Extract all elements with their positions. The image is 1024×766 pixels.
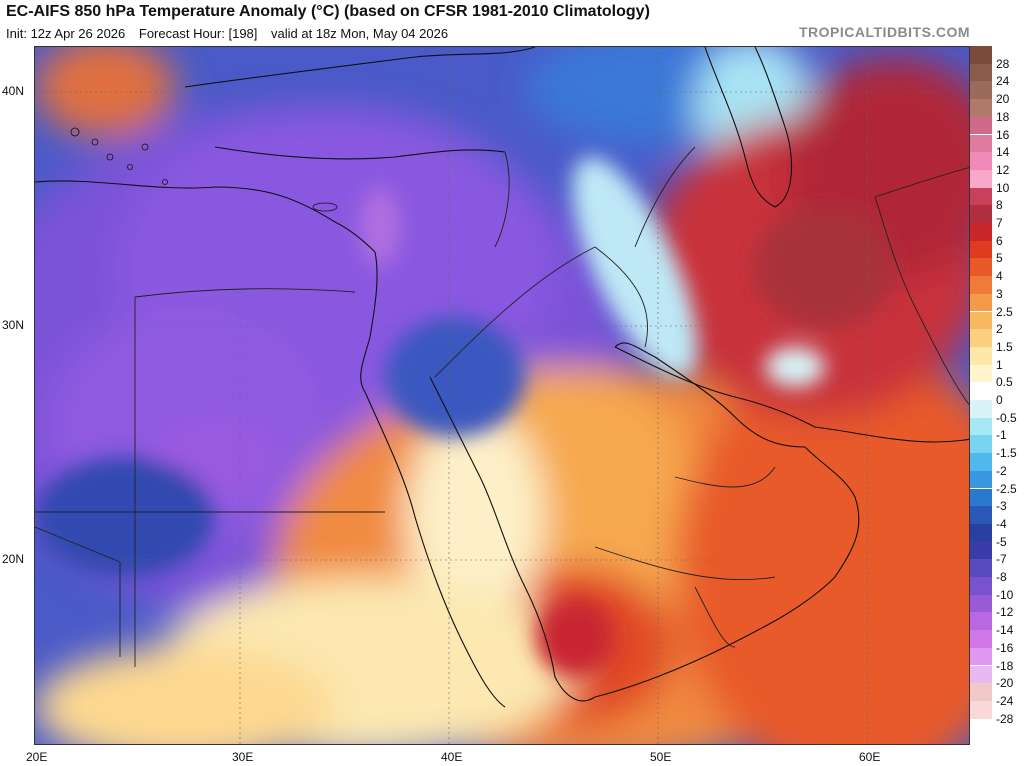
lon-label-40e: 40E: [441, 750, 463, 764]
colorbar-swatch: [970, 152, 992, 170]
anomaly-map: [34, 46, 970, 745]
colorbar-swatch: [970, 435, 992, 454]
colorbar-swatch: [970, 541, 992, 560]
colorbar-swatch: [970, 293, 992, 312]
colorbar-swatch: [970, 470, 992, 489]
colorbar-swatch: [970, 647, 992, 666]
colorbar-swatch: [970, 523, 992, 542]
colorbar-label: -18: [996, 658, 1014, 673]
colorbar-swatch: [970, 488, 992, 507]
colorbar-swatch: [970, 134, 992, 153]
colorbar-label: 14: [996, 145, 1010, 160]
colorbar-swatch: [970, 700, 992, 719]
colorbar-swatch: [970, 276, 992, 294]
colorbar-label: 1.5: [996, 339, 1013, 354]
colorbar-swatch: [970, 329, 992, 347]
colorbar-swatch: [970, 612, 992, 631]
islands: [70, 127, 338, 212]
colorbar-label: -2.5: [996, 481, 1017, 496]
colorbar-label: 0.5: [996, 375, 1013, 390]
colorbar-swatch: [970, 382, 992, 400]
colorbar-swatch: [970, 99, 992, 117]
colorbar-label: 20: [996, 92, 1010, 107]
colorbar-swatch: [970, 81, 992, 100]
colorbar-label: 12: [996, 162, 1010, 177]
colorbar-swatch: [970, 506, 992, 524]
colorbar-swatch: [970, 187, 992, 206]
colorbar-label: -14: [996, 623, 1014, 638]
colorbar-label: 7: [996, 216, 1003, 230]
lon-label-50e: 50E: [650, 750, 672, 764]
colorbar-label: -2: [996, 463, 1007, 478]
colorbar-label: -4: [996, 516, 1007, 531]
map-canvas: [35, 47, 969, 744]
anomaly-detail: [35, 156, 895, 677]
forecast-hour: Forecast Hour: [198]: [138, 26, 258, 41]
lon-label-20e: 20E: [26, 750, 48, 764]
colorbar-swatch: [970, 577, 992, 595]
colorbar-swatch: [970, 400, 992, 418]
colorbar-label: -16: [996, 640, 1014, 655]
colorbar-label: -24: [996, 693, 1014, 708]
colorbar-swatch: [970, 346, 992, 365]
colorbar-label: 18: [996, 109, 1010, 124]
colorbar-label: -0.5: [996, 410, 1017, 425]
colorbar-swatch: [970, 665, 992, 684]
colorbar-swatch: [970, 364, 992, 383]
colorbar-label: -3: [996, 499, 1007, 514]
colorbar-label: 6: [996, 233, 1003, 248]
colorbar-swatch: [970, 46, 992, 64]
lon-label-60e: 60E: [859, 750, 881, 764]
map-subtitle: Init: 12z Apr 26 2026 Forecast Hour: [19…: [6, 26, 458, 41]
map-title: EC-AIFS 850 hPa Temperature Anomaly (°C)…: [6, 3, 650, 20]
colorbar-label: 8: [996, 198, 1003, 213]
colorbar-label: -12: [996, 605, 1014, 620]
coastlines: [35, 47, 969, 708]
colorbar-label: -1.5: [996, 446, 1017, 461]
colorbar-label: -8: [996, 570, 1007, 584]
colorbar-label: -7: [996, 552, 1007, 567]
colorbar-label: 5: [996, 251, 1003, 266]
colorbar-label: -20: [996, 676, 1014, 691]
colorbar-swatch: [970, 594, 992, 613]
colorbar-label: 24: [996, 74, 1010, 89]
graticule: [35, 47, 969, 744]
lat-label-40n: 40N: [2, 84, 25, 98]
colorbar-swatch: [970, 223, 992, 241]
colorbar-label: 10: [996, 180, 1010, 195]
colorbar-swatch: [970, 116, 992, 135]
colorbar-swatch: [970, 240, 992, 259]
colorbar-label: 16: [996, 127, 1010, 142]
lat-label-30n: 30N: [2, 318, 25, 332]
colorbar-label: 28: [996, 56, 1010, 71]
colorbar-label: 2.5: [996, 304, 1013, 319]
colorbar-label: 4: [996, 269, 1003, 284]
colorbar-label: -5: [996, 534, 1007, 549]
colorbar-label: 1: [996, 357, 1003, 372]
colorbar-label: -28: [996, 711, 1014, 726]
lat-label-20n: 20N: [2, 552, 25, 566]
lon-label-30e: 30E: [232, 750, 254, 764]
colorbar-swatch: [970, 683, 992, 701]
valid-time: valid at 18z Mon, May 04 2026: [271, 26, 449, 41]
colorbar-label: 2: [996, 322, 1003, 337]
colorbar-swatch: [970, 205, 992, 223]
colorbar-swatch: [970, 169, 992, 188]
colorbar-swatch: [970, 559, 992, 577]
colorbar-label: 3: [996, 286, 1003, 301]
country-borders: [35, 146, 969, 667]
colorbar-swatch: [970, 258, 992, 277]
colorbar-label: 0: [996, 393, 1003, 407]
brand-watermark: TROPICALTIDBITS.COM: [798, 24, 970, 40]
colorbar-label: -10: [996, 587, 1014, 602]
colorbar-swatch: [970, 311, 992, 330]
colorbar-swatch: [970, 630, 992, 648]
colorbar-swatch: [970, 453, 992, 471]
colorbar-swatch: [970, 417, 992, 436]
colorbar-label: -1: [996, 428, 1007, 443]
colorbar-swatch: [970, 63, 992, 82]
init-time: Init: 12z Apr 26 2026: [6, 26, 126, 41]
